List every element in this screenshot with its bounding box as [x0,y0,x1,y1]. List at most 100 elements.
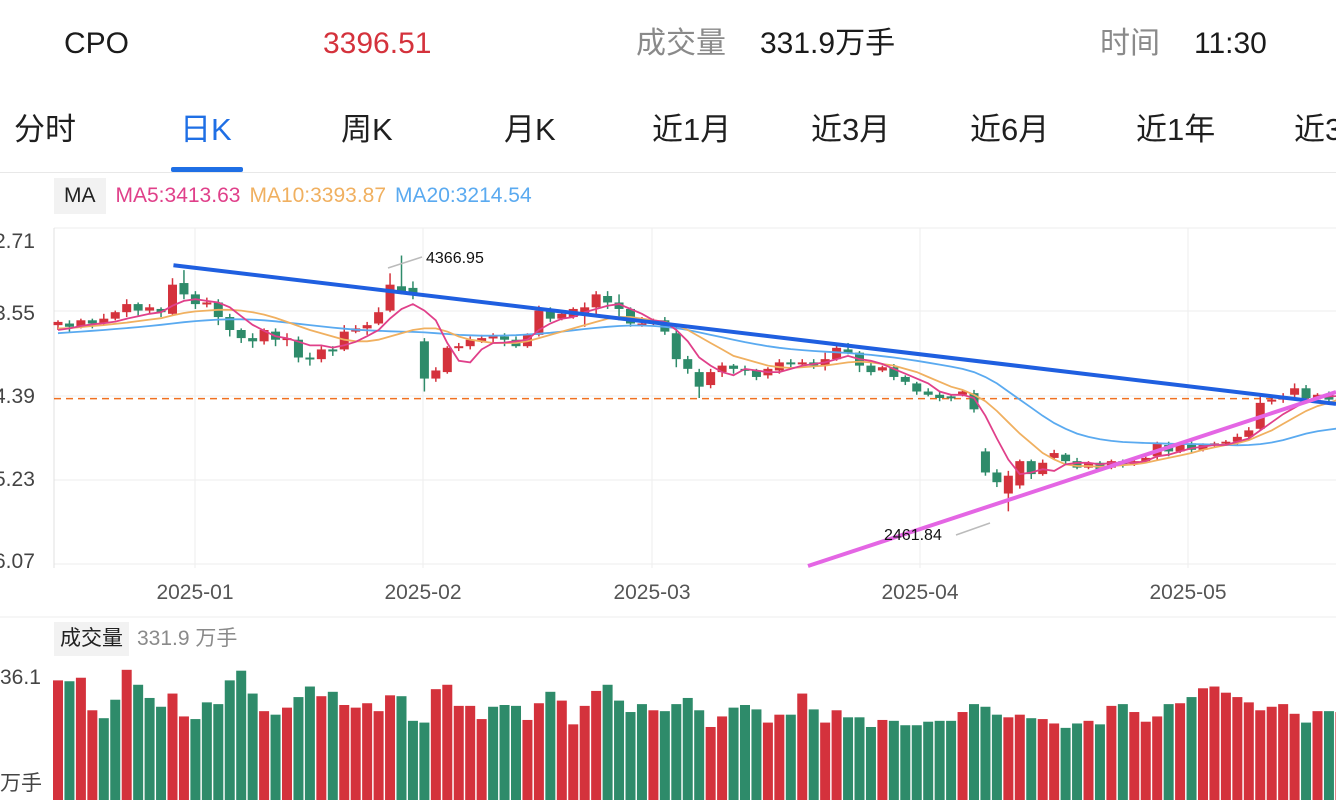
tab-1-month[interactable]: 近1月 [652,112,732,147]
candle-body [1049,453,1059,458]
tab-3-months[interactable]: 近3月 [811,112,891,147]
candle-body [419,341,429,379]
volume-bar [923,721,934,800]
volume-bar [694,710,705,800]
candle-body [442,347,452,373]
volume-bar [385,695,396,800]
tab-intraday[interactable]: 分时 [14,112,76,147]
date-axis-label: 2025-03 [613,581,690,604]
volume-bar [648,710,659,800]
volume-bar [121,669,132,800]
candle-body [99,318,109,324]
candle-body [145,307,155,311]
volume-bar [1301,722,1312,800]
ma20-line [57,318,1336,447]
tab-daily-k[interactable]: 日K [180,112,232,147]
price-axis-label: 4.39 [0,385,35,408]
volume-bar [820,722,831,800]
volume-bar [545,691,556,800]
volume-bar [396,696,407,800]
volume-bar [476,719,487,800]
tab-monthly-k[interactable]: 月K [504,112,556,147]
candle-body [751,370,761,377]
candle-body [454,346,464,349]
quote-header: CPO 3396.51 成交量 331.9万手 时间 11:30 [0,0,1336,88]
volume-bar [762,722,773,800]
volume-axis: 36.1 万手 [0,666,42,795]
candle-body [1187,443,1197,450]
volume-bar [1026,718,1037,800]
candle-body [1072,461,1082,468]
volume-bar [362,703,373,800]
candle-body [877,367,887,371]
candle-body [293,339,303,358]
volume-bar [178,716,189,800]
volume-bar [327,691,338,800]
volume-bar [1278,704,1289,800]
ma-legend-label[interactable]: MA [54,178,106,214]
volume-bar [1243,702,1254,800]
volume-bar [87,710,98,800]
candle-body [465,339,475,347]
tab-3-years[interactable]: 近3 [1294,112,1336,147]
volume-bar [53,680,63,800]
tab-1-year[interactable]: 近1年 [1136,112,1216,147]
candle-body [1003,475,1013,494]
tab-6-months[interactable]: 近6月 [970,112,1050,147]
volume-bar [167,693,178,800]
volume-bar [407,720,418,800]
volume-bar [900,725,911,800]
volume-bar [213,704,224,800]
volume-bar [636,704,647,800]
volume-bar [797,693,808,800]
candle-body [992,472,1002,483]
candle-body [591,294,601,308]
price-axis-label: 5.23 [0,468,35,491]
candle-body [500,336,510,340]
price-axis: 2.71 3.55 4.39 5.23 6.07 [0,230,35,573]
candle-body [1244,430,1254,437]
tab-weekly-k[interactable]: 周K [341,112,393,147]
candle-body [671,333,681,360]
volume-bar [499,704,510,800]
candle-body [1301,388,1311,398]
candle-body [912,383,922,392]
volume-bar [1083,720,1094,800]
volume-bar [682,697,693,800]
candle-body [179,283,189,295]
volume-bar [156,706,167,800]
volume-bar [1175,703,1186,800]
volume-bar [625,712,636,800]
volume-axis-top: 36.1 [0,666,41,689]
volume-bar [110,699,121,800]
candle-body [362,325,372,329]
volume-bar [1289,713,1300,800]
volume-legend-label[interactable]: 成交量 [54,622,129,656]
volume-bar [1094,724,1105,800]
active-tab-indicator [171,167,243,172]
volume-bar [579,705,590,800]
volume-bar [1117,704,1128,800]
volume-bar [1037,719,1048,800]
candlesticks [53,255,1336,512]
candle-body [1221,441,1231,444]
extreme-markers: 4366.95 2461.84 [387,250,991,544]
time-label: 时间 [1100,27,1160,60]
volume-bar [877,719,888,800]
ma-legend: MA MA5:3413.63 MA10:3393.87 MA20:3214.54 [54,178,541,214]
high-price-label: 4366.95 [426,250,484,267]
date-axis-label: 2025-02 [384,581,461,604]
volume-bar [350,707,361,800]
ma10-line [57,308,1336,468]
candle-body [64,323,74,327]
volume-bar [1003,717,1014,800]
candle-body [477,338,487,342]
candle-body [1175,443,1185,452]
volume-bar [1106,705,1117,800]
volume-bar [522,719,533,800]
volume-bar [705,726,716,800]
candle-body [397,286,406,292]
volume-bar [934,720,945,800]
candle-body [843,349,853,353]
